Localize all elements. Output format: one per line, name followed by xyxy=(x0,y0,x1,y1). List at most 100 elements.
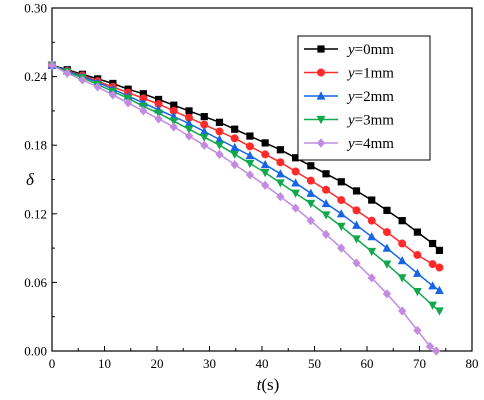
data-point xyxy=(352,235,361,244)
data-point xyxy=(154,109,163,118)
data-point xyxy=(261,139,269,147)
data-point xyxy=(200,113,208,121)
legend-label: y=2mm xyxy=(346,89,394,105)
data-point xyxy=(428,260,437,269)
data-point xyxy=(276,158,285,167)
y-tick-label: 0.18 xyxy=(24,138,47,153)
y-tick-label: 0.06 xyxy=(24,275,47,290)
data-point xyxy=(276,146,284,154)
data-point xyxy=(215,118,224,126)
data-point xyxy=(429,239,437,248)
x-axis-label: t(s) xyxy=(257,375,280,394)
x-tick-label: 70 xyxy=(413,356,426,371)
legend-item: y=3mm xyxy=(304,113,394,129)
data-point xyxy=(382,243,392,252)
data-point xyxy=(321,211,331,220)
data-point xyxy=(169,117,179,126)
data-point xyxy=(425,341,435,352)
data-point xyxy=(337,196,346,205)
data-point xyxy=(215,141,224,150)
data-point xyxy=(352,220,361,229)
data-point xyxy=(383,206,391,214)
y-tick-label: 0.30 xyxy=(24,1,47,16)
data-point xyxy=(413,228,421,236)
data-point xyxy=(215,149,224,159)
legend-label: y=1mm xyxy=(346,66,394,82)
legend-label: y=4mm xyxy=(346,136,394,152)
data-point xyxy=(276,192,285,202)
legend-marker xyxy=(316,138,326,148)
data-point xyxy=(245,150,255,160)
data-point xyxy=(432,346,441,356)
data-point xyxy=(184,125,194,134)
data-point xyxy=(184,118,194,128)
data-point xyxy=(382,289,392,299)
x-tick-label: 10 xyxy=(98,356,111,371)
data-point xyxy=(435,307,444,316)
data-point xyxy=(352,187,361,195)
legend-label: y=3mm xyxy=(346,113,394,129)
data-point xyxy=(291,178,300,187)
data-point xyxy=(230,160,239,170)
data-point xyxy=(367,247,377,257)
data-point xyxy=(398,217,406,225)
data-point xyxy=(337,243,346,253)
data-point xyxy=(397,256,407,265)
data-point xyxy=(215,127,224,136)
series-layer xyxy=(47,60,444,356)
data-point xyxy=(245,159,255,169)
data-point xyxy=(200,140,209,150)
data-point xyxy=(291,203,300,213)
data-point xyxy=(306,199,316,209)
y-tick-label: 0.24 xyxy=(24,69,47,84)
data-point xyxy=(292,154,300,162)
data-point xyxy=(169,106,178,115)
data-point xyxy=(260,169,270,178)
x-tick-label: 80 xyxy=(466,356,479,371)
data-point xyxy=(200,120,209,129)
data-point xyxy=(139,106,148,116)
y-tick-label: 0.12 xyxy=(24,206,47,221)
data-point xyxy=(428,281,438,290)
data-point xyxy=(435,263,444,272)
data-point xyxy=(261,180,270,190)
x-tick-label: 30 xyxy=(203,356,216,371)
data-point xyxy=(63,68,72,78)
data-point xyxy=(321,229,331,239)
data-point xyxy=(413,287,422,297)
data-point xyxy=(382,260,392,269)
data-point xyxy=(398,239,407,248)
data-point xyxy=(246,132,254,140)
data-point xyxy=(230,134,239,143)
data-point xyxy=(307,162,315,170)
data-point xyxy=(154,100,163,109)
data-point xyxy=(352,206,361,215)
data-point xyxy=(260,160,270,169)
data-point xyxy=(245,170,255,180)
data-point xyxy=(184,131,194,141)
x-tick-label: 50 xyxy=(308,356,321,371)
data-point xyxy=(170,101,178,109)
data-point xyxy=(435,246,444,254)
legend-marker xyxy=(316,91,326,100)
data-point xyxy=(435,285,444,295)
series-2 xyxy=(47,60,444,295)
legend-marker xyxy=(317,68,325,77)
data-point xyxy=(321,198,331,208)
data-point xyxy=(336,222,346,231)
legend-item: y=4mm xyxy=(304,136,394,152)
data-point xyxy=(215,134,224,144)
series-4 xyxy=(47,60,441,356)
data-point xyxy=(413,325,422,336)
x-axis-label-unit: (s) xyxy=(261,375,279,394)
data-point xyxy=(291,167,300,176)
data-point xyxy=(230,142,240,152)
data-point xyxy=(382,228,391,237)
data-point xyxy=(413,268,422,277)
data-point xyxy=(78,75,87,85)
data-point xyxy=(306,188,316,197)
data-point xyxy=(368,196,376,204)
x-tick-label: 60 xyxy=(361,356,374,371)
x-tick-label: 40 xyxy=(256,356,269,371)
data-point xyxy=(275,179,285,188)
